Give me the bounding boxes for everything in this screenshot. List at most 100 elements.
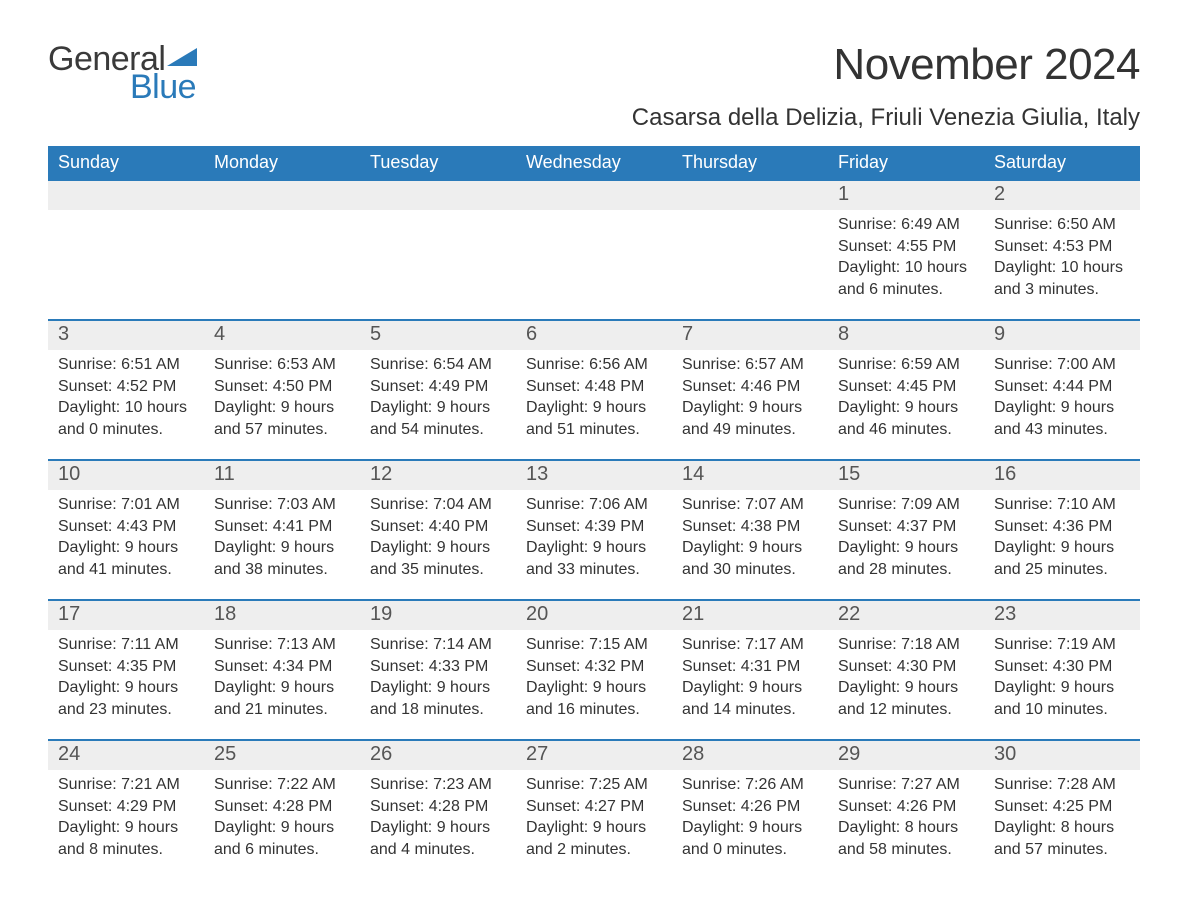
- sunrise-line: Sunrise: 7:22 AM: [214, 774, 350, 796]
- day-number: 22: [828, 601, 984, 630]
- daylight-line-2: and 38 minutes.: [214, 559, 350, 581]
- day-cell: 5Sunrise: 6:54 AMSunset: 4:49 PMDaylight…: [360, 321, 516, 441]
- day-content: Sunrise: 7:18 AMSunset: 4:30 PMDaylight:…: [838, 630, 974, 720]
- daylight-line-1: Daylight: 8 hours: [838, 817, 974, 839]
- day-number: 20: [516, 601, 672, 630]
- daylight-line-2: and 3 minutes.: [994, 279, 1130, 301]
- sunrise-line: Sunrise: 7:18 AM: [838, 634, 974, 656]
- day-cell: 30Sunrise: 7:28 AMSunset: 4:25 PMDayligh…: [984, 741, 1140, 861]
- sunset-line: Sunset: 4:32 PM: [526, 656, 662, 678]
- location-subtitle: Casarsa della Delizia, Friuli Venezia Gi…: [632, 104, 1140, 132]
- day-cell: 11Sunrise: 7:03 AMSunset: 4:41 PMDayligh…: [204, 461, 360, 581]
- daylight-line-2: and 28 minutes.: [838, 559, 974, 581]
- sunset-line: Sunset: 4:45 PM: [838, 376, 974, 398]
- day-number: 13: [516, 461, 672, 490]
- sunrise-line: Sunrise: 6:57 AM: [682, 354, 818, 376]
- day-content: Sunrise: 7:00 AMSunset: 4:44 PMDaylight:…: [994, 350, 1130, 440]
- daylight-line-1: Daylight: 9 hours: [526, 677, 662, 699]
- day-cell: 9Sunrise: 7:00 AMSunset: 4:44 PMDaylight…: [984, 321, 1140, 441]
- day-number: 18: [204, 601, 360, 630]
- day-content: Sunrise: 7:19 AMSunset: 4:30 PMDaylight:…: [994, 630, 1130, 720]
- day-number: 30: [984, 741, 1140, 770]
- daylight-line-1: Daylight: 9 hours: [370, 817, 506, 839]
- daylight-line-1: Daylight: 9 hours: [838, 677, 974, 699]
- daylight-line-2: and 51 minutes.: [526, 419, 662, 441]
- daylight-line-2: and 18 minutes.: [370, 699, 506, 721]
- daylight-line-2: and 57 minutes.: [214, 419, 350, 441]
- day-content: Sunrise: 7:22 AMSunset: 4:28 PMDaylight:…: [214, 770, 350, 860]
- daylight-line-1: Daylight: 10 hours: [838, 257, 974, 279]
- daylight-line-1: Daylight: 9 hours: [370, 537, 506, 559]
- daylight-line-2: and 0 minutes.: [58, 419, 194, 441]
- week-row: 24Sunrise: 7:21 AMSunset: 4:29 PMDayligh…: [48, 739, 1140, 861]
- sunset-line: Sunset: 4:44 PM: [994, 376, 1130, 398]
- sunrise-line: Sunrise: 7:06 AM: [526, 494, 662, 516]
- day-content: Sunrise: 7:14 AMSunset: 4:33 PMDaylight:…: [370, 630, 506, 720]
- sunset-line: Sunset: 4:26 PM: [682, 796, 818, 818]
- day-cell: 12Sunrise: 7:04 AMSunset: 4:40 PMDayligh…: [360, 461, 516, 581]
- page: General Blue November 2024 Casarsa della…: [0, 0, 1188, 918]
- day-content: Sunrise: 6:53 AMSunset: 4:50 PMDaylight:…: [214, 350, 350, 440]
- sunset-line: Sunset: 4:50 PM: [214, 376, 350, 398]
- daylight-line-2: and 21 minutes.: [214, 699, 350, 721]
- day-content: Sunrise: 7:04 AMSunset: 4:40 PMDaylight:…: [370, 490, 506, 580]
- day-number: 5: [360, 321, 516, 350]
- day-cell: 7Sunrise: 6:57 AMSunset: 4:46 PMDaylight…: [672, 321, 828, 441]
- day-cell: 25Sunrise: 7:22 AMSunset: 4:28 PMDayligh…: [204, 741, 360, 861]
- daylight-line-1: Daylight: 9 hours: [214, 817, 350, 839]
- calendar: Sunday Monday Tuesday Wednesday Thursday…: [48, 146, 1140, 861]
- day-cell: 20Sunrise: 7:15 AMSunset: 4:32 PMDayligh…: [516, 601, 672, 721]
- title-block: November 2024 Casarsa della Delizia, Fri…: [632, 40, 1140, 132]
- sunrise-line: Sunrise: 7:28 AM: [994, 774, 1130, 796]
- sunrise-line: Sunrise: 7:04 AM: [370, 494, 506, 516]
- day-cell: [672, 181, 828, 301]
- day-number: 23: [984, 601, 1140, 630]
- day-number: 15: [828, 461, 984, 490]
- day-cell: 13Sunrise: 7:06 AMSunset: 4:39 PMDayligh…: [516, 461, 672, 581]
- sunrise-line: Sunrise: 7:07 AM: [682, 494, 818, 516]
- day-number: [516, 181, 672, 210]
- daylight-line-2: and 41 minutes.: [58, 559, 194, 581]
- day-cell: 26Sunrise: 7:23 AMSunset: 4:28 PMDayligh…: [360, 741, 516, 861]
- day-number: 24: [48, 741, 204, 770]
- week-row: 17Sunrise: 7:11 AMSunset: 4:35 PMDayligh…: [48, 599, 1140, 721]
- day-content: Sunrise: 6:59 AMSunset: 4:45 PMDaylight:…: [838, 350, 974, 440]
- day-cell: 14Sunrise: 7:07 AMSunset: 4:38 PMDayligh…: [672, 461, 828, 581]
- sunrise-line: Sunrise: 7:00 AM: [994, 354, 1130, 376]
- daylight-line-2: and 2 minutes.: [526, 839, 662, 861]
- daylight-line-1: Daylight: 9 hours: [58, 677, 194, 699]
- sunrise-line: Sunrise: 7:26 AM: [682, 774, 818, 796]
- day-cell: 16Sunrise: 7:10 AMSunset: 4:36 PMDayligh…: [984, 461, 1140, 581]
- daylight-line-1: Daylight: 10 hours: [58, 397, 194, 419]
- daylight-line-2: and 16 minutes.: [526, 699, 662, 721]
- day-cell: 27Sunrise: 7:25 AMSunset: 4:27 PMDayligh…: [516, 741, 672, 861]
- day-cell: 8Sunrise: 6:59 AMSunset: 4:45 PMDaylight…: [828, 321, 984, 441]
- day-content: Sunrise: 7:11 AMSunset: 4:35 PMDaylight:…: [58, 630, 194, 720]
- daylight-line-1: Daylight: 9 hours: [58, 537, 194, 559]
- sunset-line: Sunset: 4:26 PM: [838, 796, 974, 818]
- sunset-line: Sunset: 4:48 PM: [526, 376, 662, 398]
- sunset-line: Sunset: 4:30 PM: [994, 656, 1130, 678]
- sunrise-line: Sunrise: 7:01 AM: [58, 494, 194, 516]
- daylight-line-2: and 10 minutes.: [994, 699, 1130, 721]
- day-number: 14: [672, 461, 828, 490]
- daylight-line-2: and 25 minutes.: [994, 559, 1130, 581]
- day-number: 3: [48, 321, 204, 350]
- sunset-line: Sunset: 4:55 PM: [838, 236, 974, 258]
- day-cell: 29Sunrise: 7:27 AMSunset: 4:26 PMDayligh…: [828, 741, 984, 861]
- sunset-line: Sunset: 4:41 PM: [214, 516, 350, 538]
- daylight-line-2: and 14 minutes.: [682, 699, 818, 721]
- day-cell: [360, 181, 516, 301]
- sunrise-line: Sunrise: 7:11 AM: [58, 634, 194, 656]
- daylight-line-2: and 30 minutes.: [682, 559, 818, 581]
- day-content: Sunrise: 7:17 AMSunset: 4:31 PMDaylight:…: [682, 630, 818, 720]
- sunrise-line: Sunrise: 6:56 AM: [526, 354, 662, 376]
- sunset-line: Sunset: 4:36 PM: [994, 516, 1130, 538]
- day-number: 4: [204, 321, 360, 350]
- week-row: 10Sunrise: 7:01 AMSunset: 4:43 PMDayligh…: [48, 459, 1140, 581]
- day-content: Sunrise: 6:57 AMSunset: 4:46 PMDaylight:…: [682, 350, 818, 440]
- sunrise-line: Sunrise: 7:25 AM: [526, 774, 662, 796]
- sunrise-line: Sunrise: 6:49 AM: [838, 214, 974, 236]
- day-number: 19: [360, 601, 516, 630]
- day-number: 21: [672, 601, 828, 630]
